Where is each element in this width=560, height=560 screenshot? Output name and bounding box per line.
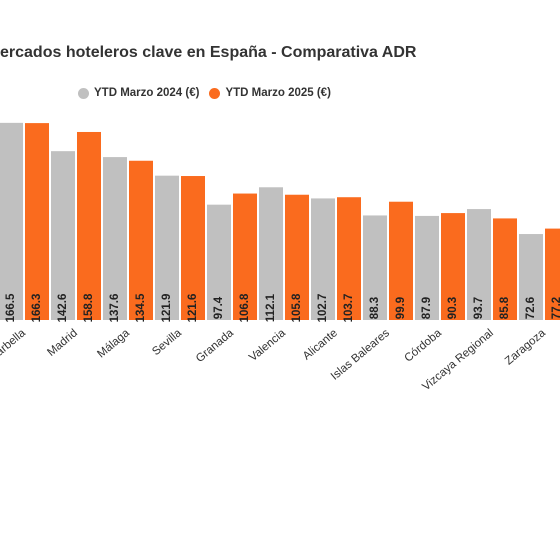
bar-2025-10 [545, 228, 560, 320]
category-label-8: Córdoba [402, 327, 444, 365]
data-label-2024-2: 137.6 [109, 294, 121, 323]
legend-item-2024: YTD Marzo 2024 (€) [78, 87, 199, 99]
category-label-4: Granada [194, 327, 236, 365]
data-label-2025-8: 90.3 [447, 297, 459, 319]
bar-2024-5 [259, 187, 283, 320]
category-label-0: arbella [0, 327, 28, 359]
legend-label-2024: YTD Marzo 2024 (€) [94, 87, 200, 99]
bar-2024-2 [103, 157, 127, 320]
data-label-2024-7: 88.3 [369, 297, 381, 319]
bar-2024-4 [207, 204, 231, 320]
bar-2025-4 [233, 193, 257, 320]
category-label-5: Valencia [247, 327, 288, 364]
legend-marker-2024 [78, 87, 89, 99]
legend-item-2025: YTD Marzo 2025 (€) [209, 87, 331, 99]
data-label-2025-5: 105.8 [291, 293, 303, 322]
data-label-2025-9: 85.8 [499, 296, 511, 319]
category-label-1: Madrid [45, 327, 80, 359]
data-label-2025-0: 166.3 [31, 294, 43, 323]
legend: YTD Marzo 2024 (€) YTD Marzo 2025 (€) [78, 87, 341, 99]
bar-2025-0 [25, 123, 49, 320]
data-label-2024-8: 87.9 [421, 297, 433, 319]
bar-2025-8 [441, 213, 465, 320]
data-label-2024-1: 142.6 [57, 294, 69, 323]
bar-2024-3 [155, 175, 179, 320]
bar-2025-7 [389, 201, 413, 320]
chart-title: ercados hoteleros clave en España - Comp… [0, 44, 417, 61]
bar-2024-0 [0, 122, 23, 320]
data-label-2025-2: 134.5 [135, 293, 147, 322]
category-label-3: Sevilla [150, 327, 184, 358]
data-label-2025-10: 77.2 [551, 297, 560, 319]
data-label-2024-5: 112.1 [265, 293, 277, 322]
data-label-2025-7: 99.9 [395, 297, 407, 319]
category-label-10: Zaragoza [503, 327, 548, 368]
legend-label-2025: YTD Marzo 2025 (€) [225, 87, 331, 99]
category-label-6: Alicante [301, 327, 340, 362]
data-label-2024-0: 166.5 [5, 293, 17, 322]
bar-2025-1 [77, 131, 101, 320]
data-label-2025-6: 103.7 [343, 294, 355, 323]
data-label-2024-10: 72.6 [525, 297, 537, 319]
bar-2024-1 [51, 151, 75, 320]
data-label-2024-9: 93.7 [473, 297, 485, 319]
legend-marker-2025 [209, 87, 221, 99]
bar-2024-9 [467, 209, 491, 320]
bar-2024-6 [311, 198, 335, 320]
bar-2025-6 [337, 197, 361, 320]
data-label-2024-6: 102.7 [317, 294, 329, 323]
bar-2025-5 [285, 194, 309, 320]
data-label-2025-4: 106.8 [239, 293, 251, 322]
bar-2025-9 [493, 218, 517, 320]
category-label-2: Málaga [95, 327, 132, 361]
bar-2024-10 [519, 234, 543, 320]
bar-2025-2 [129, 160, 153, 320]
data-label-2024-4: 97.4 [213, 296, 225, 319]
data-label-2024-3: 121.9 [161, 294, 173, 323]
bar-2025-3 [181, 176, 205, 320]
data-label-2025-3: 121.6 [187, 294, 199, 323]
bar-2024-7 [363, 215, 387, 320]
data-label-2025-1: 158.8 [83, 293, 95, 322]
bar-2024-8 [415, 215, 439, 320]
